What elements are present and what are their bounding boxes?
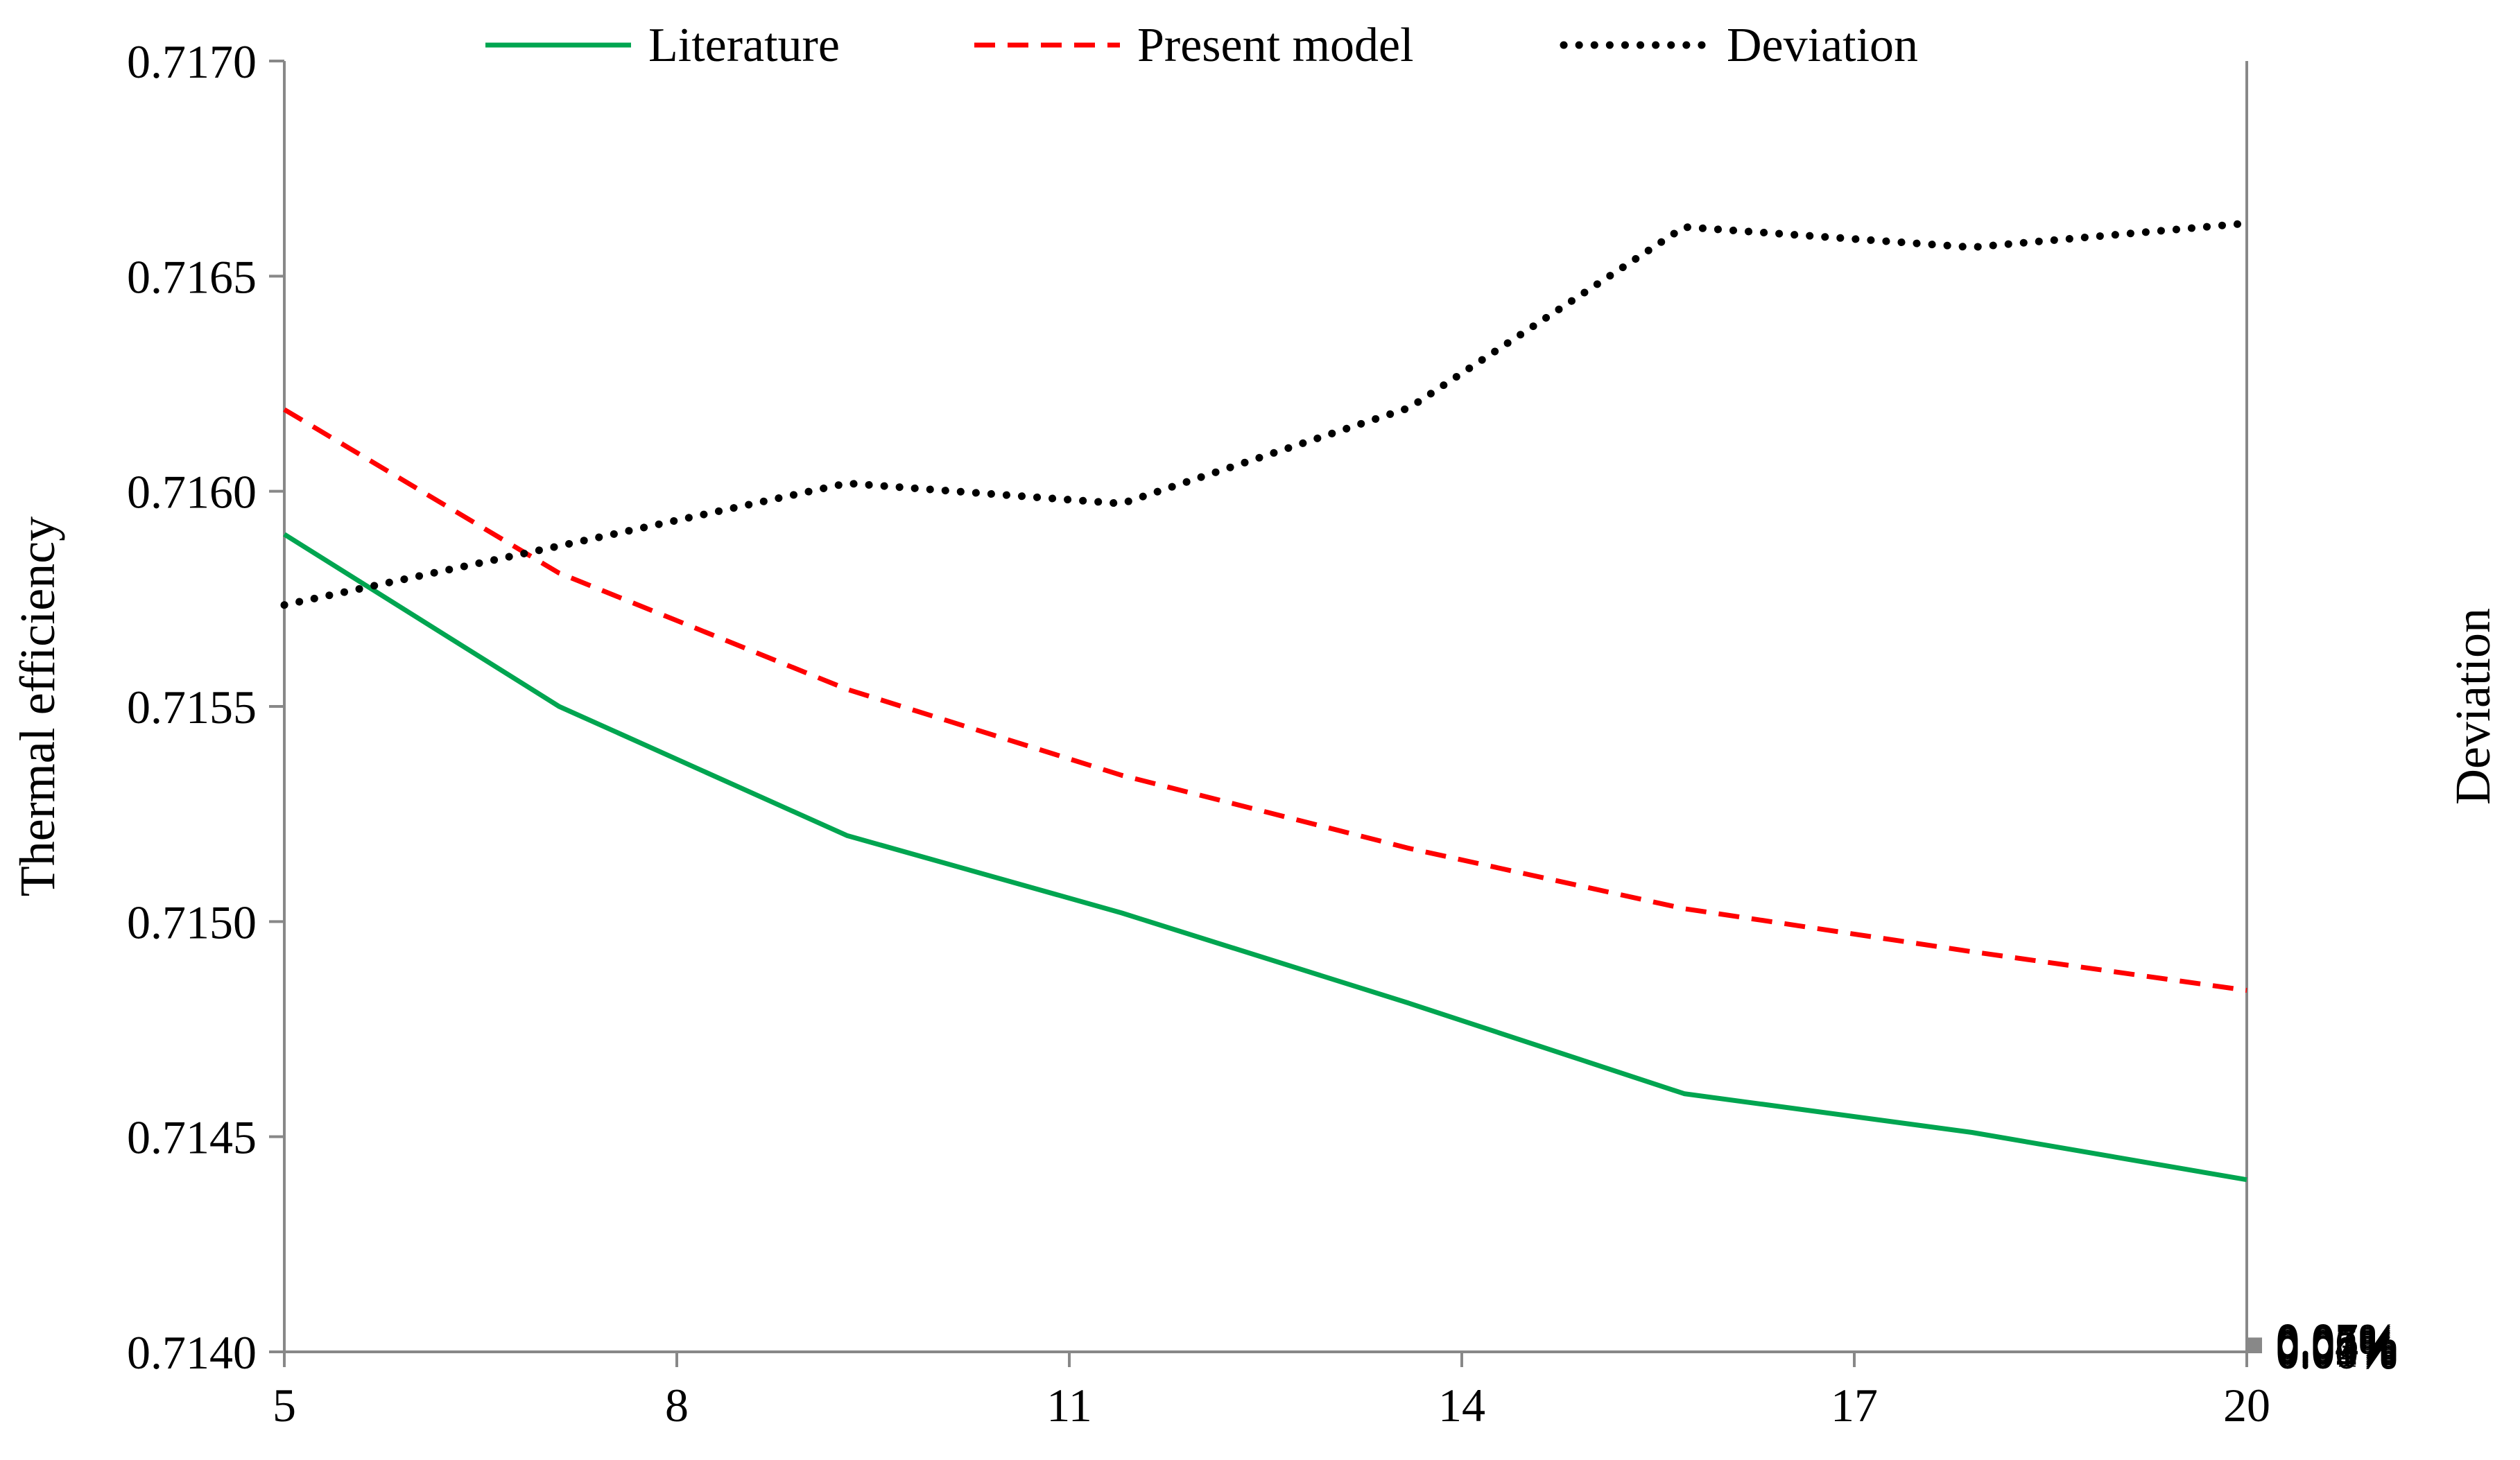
y2-tick-label: 0.02% — [2276, 1323, 2398, 1375]
y-tick-label: 0.7170 — [127, 35, 257, 88]
legend: Literature Present model Deviation — [485, 19, 1918, 72]
series-line-deviation — [280, 219, 2251, 609]
y2-tick-label: 0.07% — [2276, 1313, 2398, 1366]
y-axis-title: Thermal efficiency — [10, 516, 65, 896]
y2-tick-label: 0.05% — [2276, 1317, 2398, 1370]
legend-label-deviation: Deviation — [1727, 19, 1918, 72]
y-tick-label: 0.7165 — [127, 250, 257, 303]
tick-labels: 0.7140 0.7145 0.7150 0.7155 0.7160 0.7165 0.71… — [127, 35, 2398, 1432]
y-tick-label: 0.7150 — [127, 896, 257, 948]
y2-tick-label: 0.00% — [2276, 1326, 2398, 1379]
tick-marks — [269, 60, 2262, 1367]
y2-tick-label: 0.06% — [2276, 1315, 2398, 1368]
legend-label-present-model: Present model — [1137, 19, 1414, 72]
series-line-literature — [283, 532, 2247, 1183]
x-tick-label: 14 — [1438, 1379, 1485, 1432]
legend-label-literature: Literature — [648, 19, 840, 72]
x-tick-label: 5 — [273, 1379, 296, 1432]
y-tick-label: 0.7145 — [127, 1111, 257, 1164]
y-tick-label: 0.7160 — [127, 466, 257, 519]
x-tick-label: 20 — [2223, 1379, 2270, 1432]
x-tick-label: 17 — [1831, 1379, 1878, 1432]
y2-tick-label: 0.04% — [2276, 1319, 2398, 1371]
y2-tick-label: 0.01% — [2276, 1324, 2398, 1377]
series-layer — [280, 219, 2251, 1183]
series-line-present-model — [283, 407, 2247, 993]
x-tick-label: 8 — [665, 1379, 689, 1432]
y-tick-label: 0.7140 — [127, 1326, 257, 1379]
y-tick-label: 0.7155 — [127, 681, 257, 733]
y2-axis-title: Deviation — [2445, 608, 2501, 805]
x-tick-label: 11 — [1046, 1379, 1091, 1432]
y2-tick-label: 0.03% — [2276, 1321, 2398, 1373]
